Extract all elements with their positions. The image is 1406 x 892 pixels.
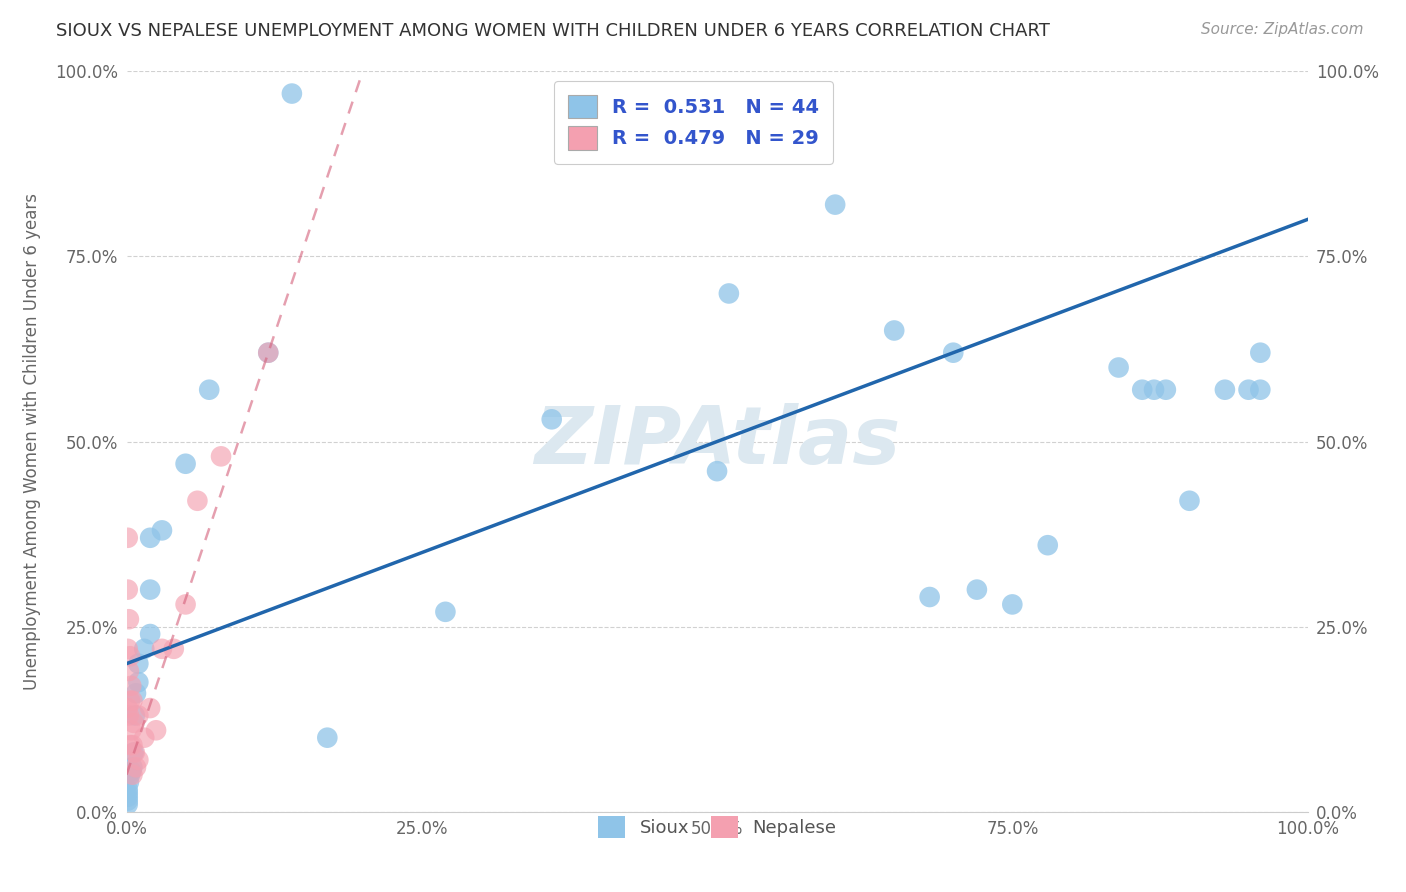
Point	[127, 708, 149, 723]
Point	[122, 715, 145, 730]
Point	[281, 87, 304, 101]
Y-axis label: Unemployment Among Women with Children Under 6 years: Unemployment Among Women with Children U…	[24, 193, 41, 690]
Point	[139, 701, 162, 715]
Point	[1237, 383, 1260, 397]
Point	[139, 627, 162, 641]
Point	[883, 324, 905, 338]
Point	[127, 753, 149, 767]
Point	[174, 598, 197, 612]
Point	[117, 794, 139, 808]
Point	[942, 345, 965, 359]
Point	[121, 738, 143, 752]
Point	[1213, 383, 1236, 397]
Point	[139, 531, 162, 545]
Point	[117, 786, 139, 800]
Point	[118, 612, 141, 626]
Point	[120, 738, 142, 752]
Point	[1178, 493, 1201, 508]
Point	[1036, 538, 1059, 552]
Point	[717, 286, 740, 301]
Point	[118, 708, 141, 723]
Point	[117, 797, 139, 812]
Point	[918, 590, 941, 604]
Point	[117, 701, 139, 715]
Point	[124, 746, 146, 760]
Point	[117, 641, 139, 656]
Point	[257, 345, 280, 359]
Point	[1249, 345, 1271, 359]
Point	[434, 605, 457, 619]
Point	[118, 775, 141, 789]
Point	[134, 641, 156, 656]
Text: SIOUX VS NEPALESE UNEMPLOYMENT AMONG WOMEN WITH CHILDREN UNDER 6 YEARS CORRELATI: SIOUX VS NEPALESE UNEMPLOYMENT AMONG WOM…	[56, 22, 1050, 40]
Point	[120, 649, 142, 664]
Point	[824, 197, 846, 211]
Point	[134, 731, 156, 745]
Point	[117, 782, 139, 797]
Point	[163, 641, 186, 656]
Point	[1154, 383, 1177, 397]
Point	[145, 723, 167, 738]
Point	[117, 531, 139, 545]
Point	[120, 764, 142, 778]
Point	[174, 457, 197, 471]
Point	[1001, 598, 1024, 612]
Point	[150, 641, 173, 656]
Point	[1108, 360, 1130, 375]
Point	[127, 675, 149, 690]
Point	[124, 708, 146, 723]
Point	[120, 679, 142, 693]
Point	[209, 450, 232, 464]
Point	[257, 345, 280, 359]
Point	[121, 694, 143, 708]
Point	[1249, 383, 1271, 397]
Point	[117, 582, 139, 597]
Point	[127, 657, 149, 671]
Point	[186, 493, 208, 508]
Point	[706, 464, 728, 478]
Point	[139, 582, 162, 597]
Point	[118, 664, 141, 678]
Point	[121, 760, 143, 774]
Point	[117, 789, 139, 804]
Point	[120, 767, 142, 781]
Text: Source: ZipAtlas.com: Source: ZipAtlas.com	[1201, 22, 1364, 37]
Point	[966, 582, 988, 597]
Point	[125, 760, 148, 774]
Point	[120, 723, 142, 738]
Point	[1130, 383, 1153, 397]
Text: ZIPAtlas: ZIPAtlas	[534, 402, 900, 481]
Point	[125, 686, 148, 700]
Point	[198, 383, 221, 397]
Point	[150, 524, 173, 538]
Point	[120, 694, 142, 708]
Point	[121, 767, 143, 781]
Point	[122, 746, 145, 760]
Legend: Sioux, Nepalese: Sioux, Nepalese	[589, 807, 845, 847]
Point	[1143, 383, 1166, 397]
Point	[540, 412, 562, 426]
Point	[316, 731, 339, 745]
